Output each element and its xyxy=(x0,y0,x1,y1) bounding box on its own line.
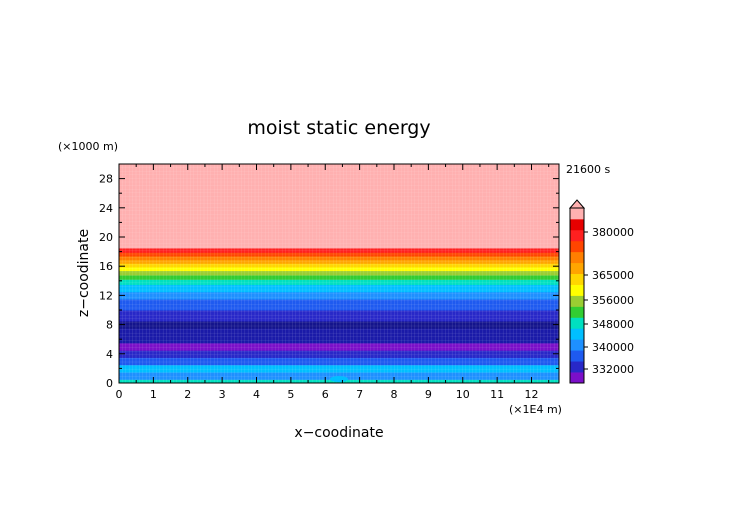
heatmap-layer-20 xyxy=(119,247,559,253)
y-tick-label: 4 xyxy=(106,348,113,361)
x-tick-label: 1 xyxy=(150,388,157,401)
x-tick-label: 10 xyxy=(456,388,470,401)
heatmap-layer-10 xyxy=(119,291,559,300)
colorbar-segment-14 xyxy=(570,218,584,231)
colorbar-label: 348000 xyxy=(592,318,634,331)
x-axis-ticks: 0 1 2 3 4 5 6 7 8 9 10 11 12 xyxy=(116,164,550,401)
heatmap-layer-1 xyxy=(119,372,559,380)
heatmap-layer-9 xyxy=(119,299,559,311)
heatmap-layer-11 xyxy=(119,284,559,293)
x-tick-label: 3 xyxy=(219,388,226,401)
x-tick-label: 4 xyxy=(253,388,260,401)
y-tick-label: 16 xyxy=(99,260,113,273)
y-tick-label: 24 xyxy=(99,202,113,215)
y-axis-label: z−coodinate xyxy=(76,229,92,317)
x-tick-label: 8 xyxy=(391,388,398,401)
colorbar-label: 380000 xyxy=(592,226,634,239)
x-tick-label: 0 xyxy=(116,388,123,401)
x-tick-label: 12 xyxy=(525,388,539,401)
heatmap-layer-2 xyxy=(119,364,559,373)
colorbar-labels: 380000 365000 356000 348000 340000 332000 xyxy=(584,226,634,376)
colorbar-segment-6 xyxy=(570,306,584,318)
colorbar-segment-4 xyxy=(570,328,584,340)
colorbar-segment-9 xyxy=(570,273,584,285)
chart-title: moist static energy xyxy=(247,117,430,139)
colorbar-segment-13 xyxy=(570,229,584,242)
heatmap-layer-8 xyxy=(119,310,559,322)
colorbar-segment-0 xyxy=(570,372,584,384)
plot-frame xyxy=(118,163,560,384)
y-axis-ticks: 0 4 8 12 16 20 24 28 xyxy=(99,173,559,390)
colorbar-segment-12 xyxy=(570,240,584,253)
heatmap-layer-14 xyxy=(119,270,559,276)
colorbar-segment-10 xyxy=(570,262,584,275)
colorbar-label: 332000 xyxy=(592,363,634,376)
colorbar-label: 340000 xyxy=(592,341,634,354)
heatmap-layer-7 xyxy=(119,320,559,329)
x-tick-label: 7 xyxy=(356,388,363,401)
heatmap-layer-17 xyxy=(119,259,559,264)
colorbar-label: 356000 xyxy=(592,294,634,307)
colorbar-segment-1 xyxy=(570,361,584,373)
heatmap-layer-13 xyxy=(119,274,559,280)
heatmap-layer-5 xyxy=(119,342,559,351)
x-tick-label: 5 xyxy=(287,388,294,401)
x-tick-label: 6 xyxy=(322,388,329,401)
time-label: 21600 s xyxy=(566,163,610,176)
colorbar-segment-3 xyxy=(570,339,584,351)
x-tick-label: 11 xyxy=(490,388,504,401)
colorbar-segment-5 xyxy=(570,317,584,329)
y-tick-label: 8 xyxy=(106,319,113,332)
heatmap-layer-12 xyxy=(119,279,559,285)
colorbar-segment-11 xyxy=(570,251,584,264)
heatmap-layer-4 xyxy=(119,350,559,358)
heatmap-layer-21 xyxy=(119,164,559,249)
y-unit-label: (×1000 m) xyxy=(58,140,118,153)
x-tick-label: 9 xyxy=(425,388,432,401)
heatmap-layers xyxy=(119,164,559,384)
colorbar-segment-7 xyxy=(570,295,584,307)
heatmap-layer-3 xyxy=(119,357,559,366)
y-tick-label: 12 xyxy=(99,289,113,302)
x-unit-label: (×1E4 m) xyxy=(509,403,562,416)
heatmap-layer-16 xyxy=(119,263,559,268)
colorbar-segment-8 xyxy=(570,284,584,296)
y-tick-label: 0 xyxy=(106,377,113,390)
heatmap-layer-19 xyxy=(119,252,559,257)
gridlines xyxy=(118,163,559,383)
x-tick-label: 2 xyxy=(184,388,191,401)
x-axis-label: x−coodinate xyxy=(294,425,383,441)
colorbar-label: 365000 xyxy=(592,269,634,282)
colorbar xyxy=(568,199,586,384)
heatmap-layer-6 xyxy=(119,328,559,344)
heatmap-layer-15 xyxy=(119,266,559,272)
colorbar-segment-2 xyxy=(570,350,584,362)
surface-anomaly xyxy=(330,375,348,382)
y-tick-label: 20 xyxy=(99,231,113,244)
heatmap-layer-18 xyxy=(119,255,559,261)
y-tick-label: 28 xyxy=(99,173,113,186)
colorbar-segment-15 xyxy=(570,208,584,220)
colorbar-extend-arrow xyxy=(568,199,586,209)
